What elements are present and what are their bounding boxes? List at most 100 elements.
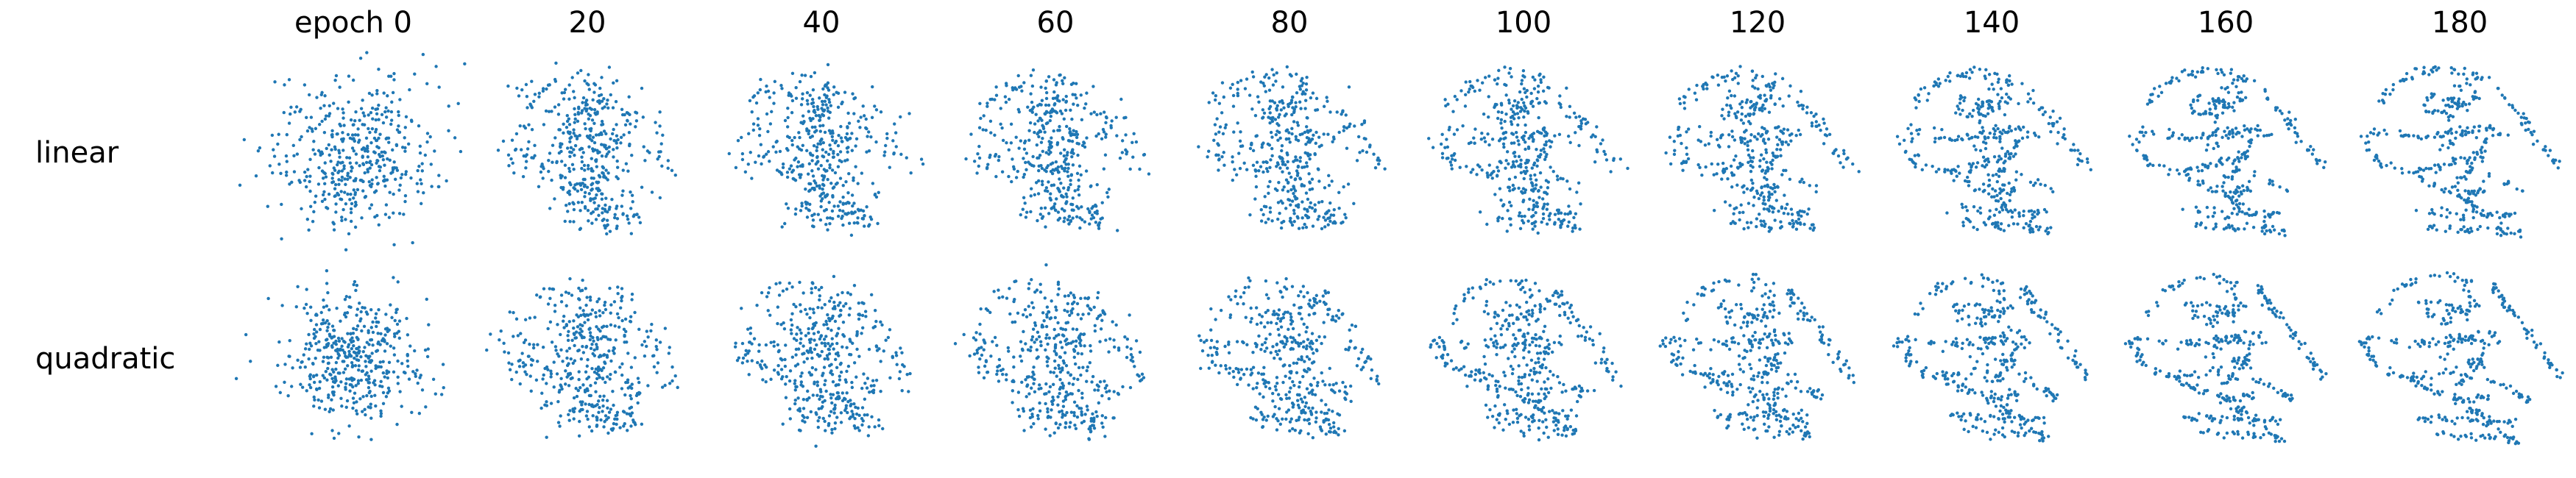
scatter-point	[1372, 152, 1376, 156]
scatter-point	[345, 156, 349, 160]
scatter-point	[309, 115, 314, 119]
scatter-point	[1750, 160, 1754, 164]
scatter-point	[816, 167, 821, 171]
scatter-point	[1262, 84, 1267, 88]
scatter-point	[1288, 219, 1292, 223]
scatter-point	[1553, 221, 1557, 224]
scatter-point	[2439, 213, 2444, 218]
scatter-point	[1304, 82, 1309, 86]
scatter-point	[590, 367, 594, 371]
scatter-point	[2452, 68, 2456, 71]
scatter-point	[854, 165, 857, 168]
scatter-point	[1972, 144, 1976, 148]
scatter-point	[1995, 72, 1999, 76]
scatter-point	[1052, 168, 1056, 172]
scatter-point	[347, 343, 351, 346]
scatter-point	[537, 91, 541, 96]
scatter-point	[1009, 122, 1013, 126]
scatter-point	[1999, 196, 2003, 201]
scatter-point	[759, 143, 763, 146]
scatter-point	[333, 187, 337, 190]
scatter-point	[832, 93, 835, 96]
scatter-point	[856, 216, 860, 220]
scatter-point	[765, 112, 769, 116]
scatter-point	[580, 201, 584, 204]
scatter-point	[298, 138, 302, 142]
scatter-point	[2058, 116, 2062, 120]
scatter-point	[1579, 124, 1583, 128]
scatter-point	[1062, 117, 1066, 121]
scatter-point	[2199, 221, 2204, 225]
scatter-point	[740, 135, 743, 140]
scatter-point	[381, 390, 386, 395]
scatter-point	[831, 217, 835, 221]
scatter-point	[294, 105, 299, 109]
scatter-point	[989, 131, 993, 135]
scatter-point	[2524, 116, 2528, 121]
scatter-point	[2247, 213, 2251, 217]
scatter-point	[660, 164, 664, 168]
scatter-point	[1301, 81, 1305, 85]
scatter-point	[381, 402, 386, 405]
scatter-point	[790, 110, 794, 115]
scatter-point	[1309, 129, 1312, 132]
scatter-point	[1766, 199, 1771, 202]
scatter-point	[1444, 104, 1448, 108]
scatter-point	[328, 308, 331, 312]
scatter-point	[367, 356, 370, 360]
scatter-point	[2424, 110, 2428, 114]
scatter-point	[1028, 162, 1032, 166]
scatter-point	[2003, 100, 2007, 104]
scatter-point	[2495, 226, 2499, 230]
scatter-point	[528, 102, 532, 106]
scatter-point	[1326, 99, 1329, 103]
scatter-point	[602, 217, 606, 221]
column-title: 40	[802, 6, 841, 40]
scatter-point	[590, 221, 594, 225]
scatter-point	[548, 83, 551, 87]
scatter-point	[1301, 216, 1304, 220]
scatter-point	[1700, 174, 1704, 177]
scatter-point	[358, 397, 362, 401]
column-title: 120	[1729, 6, 1786, 40]
scatter-point	[1500, 110, 1504, 115]
scatter-point	[1682, 101, 1686, 105]
scatter-point	[1314, 141, 1317, 146]
scatter-point	[2247, 129, 2251, 133]
scatter-point	[323, 197, 327, 201]
scatter-point	[556, 113, 561, 116]
scatter-point	[1532, 199, 1535, 202]
scatter-point	[1035, 143, 1039, 147]
scatter-point	[1767, 82, 1771, 86]
scatter-point	[1313, 203, 1317, 207]
scatter-point	[835, 181, 839, 185]
scatter-point	[2422, 70, 2426, 74]
scatter-point	[2463, 189, 2467, 193]
scatter-point	[328, 104, 331, 108]
scatter-point	[359, 355, 363, 359]
scatter-point	[333, 78, 337, 82]
scatter-point	[1540, 132, 1543, 135]
scatter-point	[1045, 110, 1049, 114]
scatter-point	[598, 175, 602, 179]
scatter-point	[2469, 226, 2473, 230]
scatter-point	[751, 122, 756, 126]
scatter-point	[2402, 135, 2405, 138]
scatter-point	[1285, 151, 1289, 155]
scatter-point	[977, 164, 980, 168]
scatter-point	[1728, 204, 1732, 207]
scatter-point	[807, 132, 810, 136]
scatter-point	[371, 343, 375, 347]
scatter-point	[1142, 152, 1147, 157]
scatter-point	[1267, 88, 1272, 92]
scatter-point	[1267, 76, 1271, 80]
scatter-point	[873, 104, 877, 108]
scatter-point	[418, 376, 422, 379]
scatter-point	[1510, 122, 1514, 126]
scatter-point	[1089, 112, 1093, 115]
scatter-point	[1914, 162, 1917, 166]
scatter-point	[291, 143, 295, 148]
scatter-point	[2235, 213, 2239, 216]
scatter-point	[2028, 180, 2033, 184]
scatter-point	[1678, 101, 1682, 106]
